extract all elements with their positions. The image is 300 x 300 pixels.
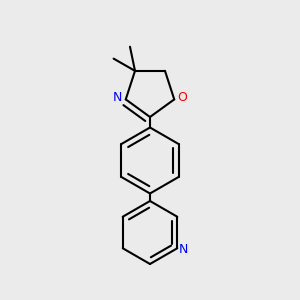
Text: N: N [113,92,122,104]
Text: N: N [179,243,189,256]
Text: O: O [178,92,188,104]
